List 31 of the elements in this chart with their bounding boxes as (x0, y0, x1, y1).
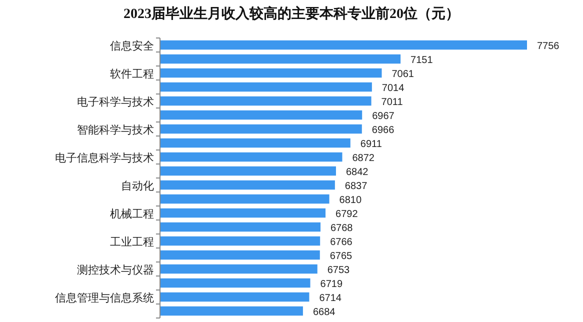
data-label: 6966 (372, 125, 395, 136)
chart-title: 2023届毕业生月收入较高的主要本科专业前20位（元） (124, 5, 460, 22)
data-label: 7151 (410, 55, 434, 66)
data-label: 6967 (372, 111, 395, 122)
y-tick-label: 信息管理与信息系统 (55, 292, 154, 304)
y-tick-label: 工业工程 (110, 236, 154, 248)
data-label: 6837 (344, 181, 368, 192)
data-label: 7061 (392, 69, 414, 80)
data-label: 7756 (537, 41, 560, 52)
y-tick-label: 电子科学与技术 (77, 96, 154, 108)
data-label: 6765 (330, 251, 353, 262)
data-label: 6810 (339, 195, 362, 206)
data-label: 6753 (327, 265, 350, 276)
data-label: 6714 (319, 293, 342, 304)
y-tick-label: 电子信息科学与技术 (55, 152, 154, 164)
y-tick-label: 测控技术与仪器 (77, 264, 154, 276)
data-label: 6911 (360, 139, 382, 150)
data-label: 6766 (330, 237, 353, 248)
data-label: 6842 (346, 167, 369, 178)
y-tick-label: 机械工程 (110, 208, 154, 220)
y-tick-label: 信息安全 (110, 40, 154, 52)
data-label: 6719 (320, 279, 343, 290)
y-tick-label: 智能科学与技术 (77, 124, 154, 136)
data-label: 6872 (352, 153, 375, 164)
data-label: 6768 (330, 223, 354, 234)
data-label: 7014 (382, 83, 405, 94)
y-tick-label: 软件工程 (110, 68, 154, 80)
y-tick-label: 自动化 (121, 180, 154, 192)
data-label: 6684 (312, 307, 336, 318)
data-label: 6792 (336, 209, 358, 220)
data-label: 7011 (381, 97, 404, 108)
